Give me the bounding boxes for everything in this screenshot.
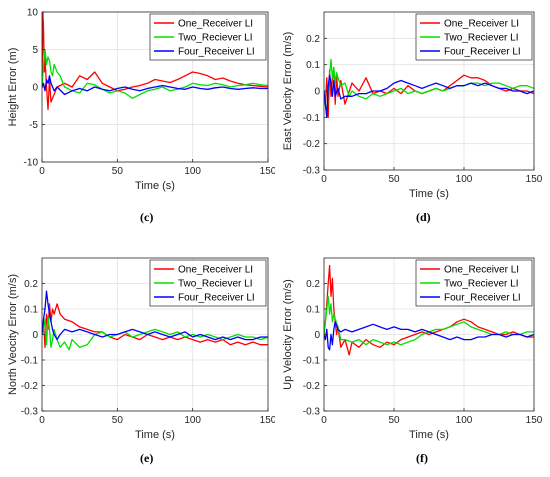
- x-tick-label: 0: [321, 415, 327, 426]
- y-tick-label: 0.1: [24, 305, 38, 316]
- chart-height-error: 0 50 100 150 -10 -5 0 5 10 Time (s) Height Error (…: [7, 8, 275, 193]
- legend-label-3: Four_Receiver LI: [178, 293, 255, 304]
- y-tick-label: -5: [29, 120, 38, 131]
- x-tick-label: 150: [260, 415, 275, 426]
- series-line-3: [324, 74, 534, 118]
- chart-up-velocity-error: 0 50 100 150 -0.3 -0.2 -0.1 0 0.1 0.2 Time (s) Up V…: [282, 257, 543, 441]
- legend-label-1: One_Receiver LI: [444, 265, 519, 276]
- x-tick-label: 100: [184, 166, 201, 177]
- x-axis-label: Time (s): [409, 429, 449, 441]
- x-axis-label: Time (s): [135, 180, 175, 192]
- x-tick-label: 50: [388, 415, 400, 426]
- legend: One_Receiver LI Two_Reciever LI Four_Recei…: [149, 13, 267, 61]
- legend-label-2: Two_Reciever LI: [444, 279, 518, 290]
- x-tick-label: 0: [321, 174, 327, 185]
- x-tick-label: 150: [260, 166, 275, 177]
- panel-caption-f: (f): [416, 451, 428, 465]
- y-tick-label: 0.2: [24, 279, 38, 290]
- series-line-1: [42, 12, 268, 111]
- series-line-1: [324, 264, 534, 356]
- legend-label-2: Two_Reciever LI: [178, 279, 252, 290]
- legend-label-1: One_Receiver LI: [444, 19, 519, 30]
- y-tick-label: -0.1: [303, 113, 321, 124]
- x-tick-label: 0: [39, 166, 45, 177]
- y-tick-label: 0: [314, 87, 320, 98]
- y-axis-label: North Veocity Error (m/s): [7, 274, 19, 395]
- panel-caption-e: (e): [140, 451, 154, 465]
- x-tick-label: 100: [456, 415, 473, 426]
- x-tick-label: 100: [184, 415, 201, 426]
- legend-label-1: One_Receiver LI: [178, 19, 253, 30]
- x-tick-label: 100: [456, 174, 473, 185]
- chart-east-velocity-error: 0 50 100 150 -0.3 -0.2 -0.1 0 0.1 0.2 Time (s) East…: [282, 11, 543, 200]
- legend-label-2: Two_Reciever LI: [444, 33, 518, 44]
- x-tick-label: 0: [39, 415, 45, 426]
- panel-caption-d: (d): [416, 210, 431, 224]
- series-line-3: [42, 75, 268, 96]
- legend-label-3: Four_Receiver LI: [444, 47, 521, 58]
- chart-north-velocity-error: 0 50 100 150 -0.3 -0.2 -0.1 0 0.1 0.2 Time (s) Nort…: [7, 257, 275, 441]
- y-tick-label: 0.2: [306, 279, 320, 290]
- y-tick-label: -0.2: [21, 381, 39, 392]
- series-line-2: [324, 58, 534, 118]
- y-axis-label: East Velocity Error (m/s): [282, 32, 294, 151]
- y-tick-label: 0.1: [306, 305, 320, 316]
- y-tick-label: 0.1: [306, 60, 320, 71]
- x-tick-label: 150: [526, 415, 543, 426]
- y-tick-label: -0.3: [21, 407, 39, 418]
- series-line-3: [42, 290, 268, 341]
- y-tick-label: -0.1: [303, 356, 321, 367]
- x-axis-label: Time (s): [409, 188, 449, 200]
- x-tick-label: 50: [388, 174, 400, 185]
- y-tick-label: -10: [24, 158, 39, 169]
- y-tick-label: 0: [32, 83, 38, 94]
- y-tick-label: -0.1: [21, 356, 39, 367]
- y-tick-label: -0.2: [303, 381, 321, 392]
- series-line-2: [42, 48, 268, 99]
- panel-caption-c: (c): [140, 210, 154, 224]
- y-tick-label: 0: [314, 330, 320, 341]
- y-tick-label: 5: [32, 45, 38, 56]
- legend: One_Receiver LI Two_Reciever LI Four_Recei…: [149, 259, 267, 307]
- legend: One_Receiver LI Two_Reciever LI Four_Recei…: [415, 13, 533, 61]
- series-line-3: [324, 321, 534, 351]
- x-axis-label: Time (s): [135, 429, 175, 441]
- legend: One_Receiver LI Two_Reciever LI Four_Recei…: [415, 259, 533, 307]
- y-tick-label: -0.3: [303, 166, 321, 177]
- legend-label-3: Four_Receiver LI: [444, 293, 521, 304]
- y-tick-label: -0.2: [303, 139, 321, 150]
- y-axis-label: Up Velocity Error (m/s): [282, 279, 294, 390]
- x-tick-label: 50: [112, 415, 124, 426]
- legend-label-1: One_Receiver LI: [178, 265, 253, 276]
- series-line-1: [42, 303, 268, 348]
- x-tick-label: 150: [526, 174, 543, 185]
- y-axis-label: Height Error (m): [7, 48, 19, 127]
- y-tick-label: -0.3: [303, 407, 321, 418]
- x-tick-label: 50: [112, 166, 124, 177]
- series-line-2: [324, 295, 534, 346]
- y-tick-label: 0: [32, 330, 38, 341]
- legend-label-3: Four_Receiver LI: [178, 47, 255, 58]
- legend-label-2: Two_Reciever LI: [178, 33, 252, 44]
- y-tick-label: 10: [27, 8, 39, 19]
- y-tick-label: 0.2: [306, 34, 320, 45]
